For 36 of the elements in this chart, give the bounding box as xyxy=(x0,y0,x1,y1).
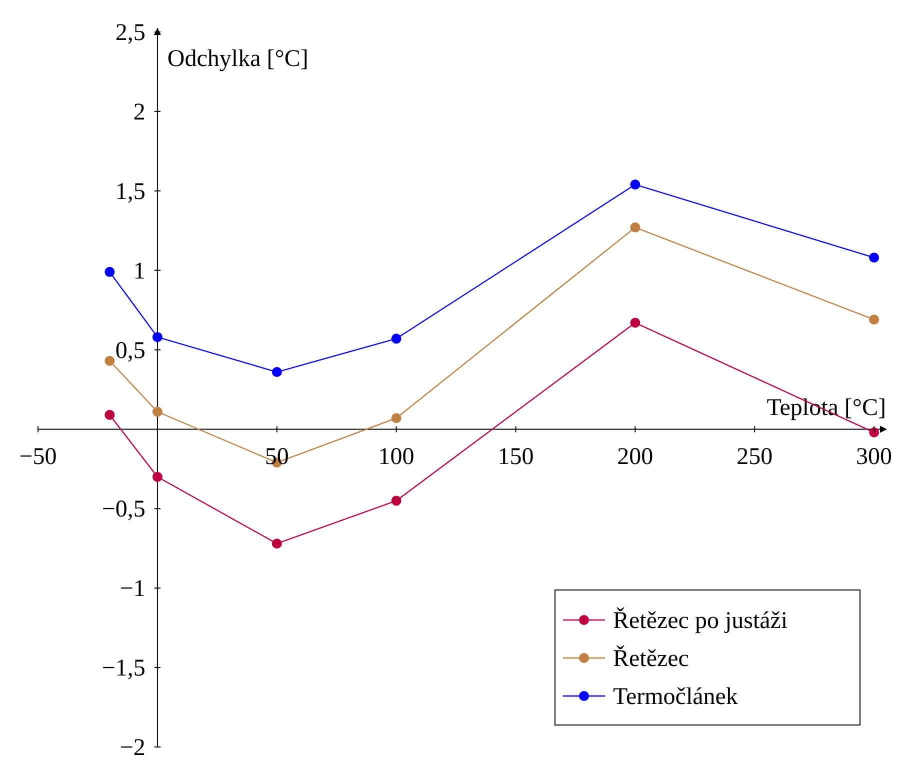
legend-label: Termočlánek xyxy=(613,684,738,710)
y-axis-title: Odchylka [°C] xyxy=(167,46,308,72)
y-tick-label: −1 xyxy=(120,576,146,602)
point xyxy=(391,334,402,344)
y-tick-label: −2 xyxy=(120,735,146,760)
point xyxy=(869,314,880,325)
x-tick-label: −50 xyxy=(19,444,57,470)
point xyxy=(630,318,640,328)
point xyxy=(104,410,115,420)
x-tick-label: 300 xyxy=(856,444,892,470)
y-tick-label: 2 xyxy=(133,99,146,126)
y-tick-label: 1,5 xyxy=(115,178,146,205)
point xyxy=(104,356,115,366)
point xyxy=(391,413,402,424)
point xyxy=(869,427,880,438)
legend-label: Řetězec po justáži xyxy=(613,607,788,634)
x-tick-label: 100 xyxy=(378,444,414,470)
x-tick-label: 250 xyxy=(736,444,773,470)
y-tick-label: 2,5 xyxy=(115,20,146,46)
point xyxy=(272,367,282,378)
y-tick-label: −0,5 xyxy=(102,496,146,523)
point xyxy=(152,472,162,482)
y-tick-label: 0,5 xyxy=(115,338,146,364)
point xyxy=(391,496,402,506)
legend-label: Řetězec xyxy=(613,645,689,672)
x-tick-label: 200 xyxy=(617,444,654,470)
y-tick-label: 1 xyxy=(133,258,146,284)
point xyxy=(152,332,162,342)
y-tick-label: −1,5 xyxy=(102,656,146,682)
point xyxy=(869,252,880,263)
point xyxy=(630,222,640,232)
x-tick-label: 150 xyxy=(498,444,534,470)
point xyxy=(104,266,115,277)
point xyxy=(630,180,640,190)
point xyxy=(152,406,162,417)
point xyxy=(272,538,282,549)
